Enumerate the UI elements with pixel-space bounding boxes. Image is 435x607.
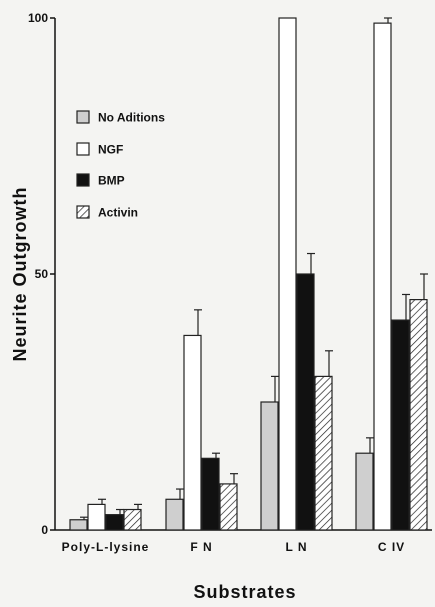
y-tick-label: 50	[35, 267, 49, 281]
bar-ngf-1	[183, 334, 202, 531]
bar-ngf-0	[87, 503, 106, 531]
bars	[69, 17, 428, 531]
bar-ngf-3	[373, 22, 392, 531]
bar-no-aditions-1	[165, 498, 184, 531]
y-tick-label: 100	[28, 11, 48, 25]
legend-label: Activin	[98, 206, 138, 220]
y-tick-label: 0	[41, 523, 48, 537]
category-labels: Poly-L-lysine F N L N C IV	[62, 540, 405, 554]
legend-swatch	[76, 205, 90, 219]
category-label: F N	[190, 540, 212, 554]
bar-no-aditions-2	[260, 401, 279, 531]
category-label: C IV	[378, 540, 405, 554]
bar-activin-2	[314, 375, 333, 531]
legend: No Aditions NGF BMP Activin	[76, 110, 165, 220]
category-label: L N	[285, 540, 307, 554]
category-label: Poly-L-lysine	[62, 540, 150, 554]
x-axis-title: Substrates	[193, 582, 296, 602]
bar-no-aditions-3	[355, 452, 374, 531]
legend-swatch	[76, 173, 90, 187]
bar-activin-3	[409, 299, 428, 531]
y-ticks: 0 50 100	[28, 11, 55, 537]
bar-activin-1	[219, 483, 238, 531]
legend-swatch	[76, 142, 90, 156]
bar-activin-0	[123, 508, 142, 531]
legend-label: NGF	[98, 143, 123, 157]
bar-bmp-1	[201, 457, 220, 531]
bar-bmp-0	[105, 514, 124, 531]
bar-bmp-2	[296, 273, 315, 531]
y-axis-title: Neurite Outgrowth	[10, 187, 30, 362]
legend-swatch	[76, 110, 90, 124]
legend-label: BMP	[98, 174, 125, 188]
bar-no-aditions-0	[69, 519, 88, 531]
legend-label: No Aditions	[98, 111, 165, 125]
bar-ngf-2	[278, 17, 297, 531]
bar-bmp-3	[391, 319, 410, 531]
